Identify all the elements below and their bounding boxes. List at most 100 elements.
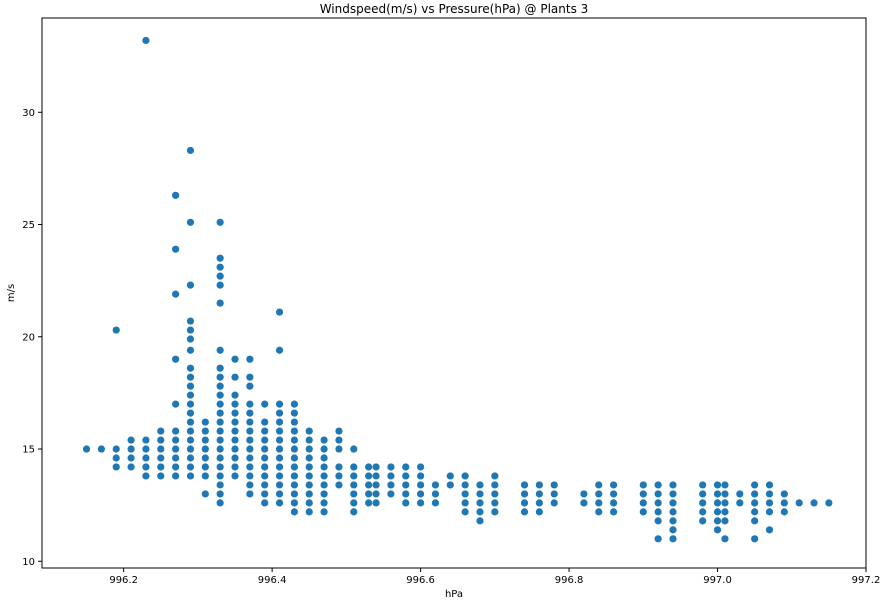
data-point	[431, 499, 440, 507]
data-point	[186, 281, 195, 289]
data-point	[172, 355, 180, 363]
data-point	[246, 355, 254, 363]
data-point	[476, 508, 484, 516]
data-point	[350, 472, 358, 480]
data-point	[275, 445, 284, 453]
data-point	[216, 418, 224, 426]
data-point	[491, 508, 499, 516]
data-point	[275, 418, 284, 426]
data-point	[320, 472, 328, 480]
data-point	[186, 445, 195, 453]
data-point	[261, 436, 269, 444]
data-point	[595, 508, 603, 516]
plot-frame	[41, 17, 867, 569]
data-point	[713, 508, 722, 516]
data-point	[535, 490, 543, 498]
data-point	[751, 508, 759, 516]
x-tick-label: 997.0	[703, 575, 732, 586]
data-point	[216, 218, 224, 226]
data-point	[112, 463, 120, 471]
data-point	[97, 445, 105, 453]
data-point	[335, 463, 343, 471]
data-point	[305, 499, 313, 507]
data-point	[246, 454, 254, 462]
data-point	[216, 346, 224, 354]
data-point	[476, 499, 484, 507]
data-point	[246, 400, 254, 408]
data-point	[246, 418, 254, 426]
data-point	[261, 481, 269, 489]
data-point	[305, 436, 313, 444]
data-point	[172, 454, 180, 462]
data-point	[172, 445, 180, 453]
y-tick-label: 25	[22, 220, 35, 231]
data-point	[186, 427, 195, 435]
data-point	[275, 409, 284, 417]
data-point	[461, 490, 469, 498]
data-point	[82, 445, 91, 453]
data-point	[186, 373, 195, 381]
data-point	[387, 490, 395, 498]
data-point	[216, 409, 224, 417]
data-point	[535, 508, 543, 516]
data-point	[275, 308, 284, 316]
data-point	[476, 481, 484, 489]
data-point	[305, 490, 313, 498]
data-point	[246, 472, 254, 480]
data-point	[275, 463, 284, 471]
data-point	[186, 146, 195, 155]
data-point	[580, 490, 588, 498]
data-point	[305, 454, 313, 462]
plot-area	[42, 18, 866, 568]
data-point	[142, 472, 150, 480]
data-point	[216, 436, 224, 444]
data-point	[246, 427, 254, 435]
data-point	[669, 508, 677, 516]
data-point	[127, 454, 135, 462]
data-point	[699, 499, 707, 507]
data-point	[320, 463, 328, 471]
data-point	[112, 445, 120, 453]
data-point	[669, 490, 677, 498]
data-point	[290, 508, 298, 516]
data-point	[275, 346, 284, 354]
data-point	[275, 472, 284, 480]
data-point	[416, 481, 425, 489]
data-point	[275, 436, 284, 444]
data-point	[157, 436, 165, 444]
data-point	[461, 481, 469, 489]
data-point	[491, 490, 499, 498]
data-point	[216, 499, 224, 507]
data-point	[186, 335, 195, 343]
data-point	[372, 499, 380, 507]
data-point	[535, 481, 543, 489]
data-point	[305, 472, 313, 480]
data-point	[365, 499, 373, 507]
data-point	[112, 326, 120, 334]
data-point	[246, 490, 254, 498]
data-point	[172, 427, 180, 435]
data-point	[172, 436, 180, 444]
data-point	[275, 490, 284, 498]
data-point	[201, 472, 209, 480]
data-point	[825, 499, 833, 507]
data-point	[639, 490, 647, 498]
data-point	[216, 281, 224, 289]
data-point	[335, 427, 343, 435]
data-point	[372, 463, 380, 471]
data-point	[721, 535, 729, 543]
data-point	[172, 472, 180, 480]
data-point	[186, 463, 195, 471]
data-point	[610, 481, 618, 489]
data-point	[231, 355, 239, 363]
data-point	[142, 436, 150, 444]
y-tick-label: 30	[22, 108, 35, 119]
data-point	[491, 499, 499, 507]
data-point	[765, 526, 774, 534]
data-point	[246, 373, 254, 381]
data-point	[721, 481, 729, 489]
data-point	[350, 463, 358, 471]
data-point	[261, 418, 269, 426]
data-point	[275, 481, 284, 489]
